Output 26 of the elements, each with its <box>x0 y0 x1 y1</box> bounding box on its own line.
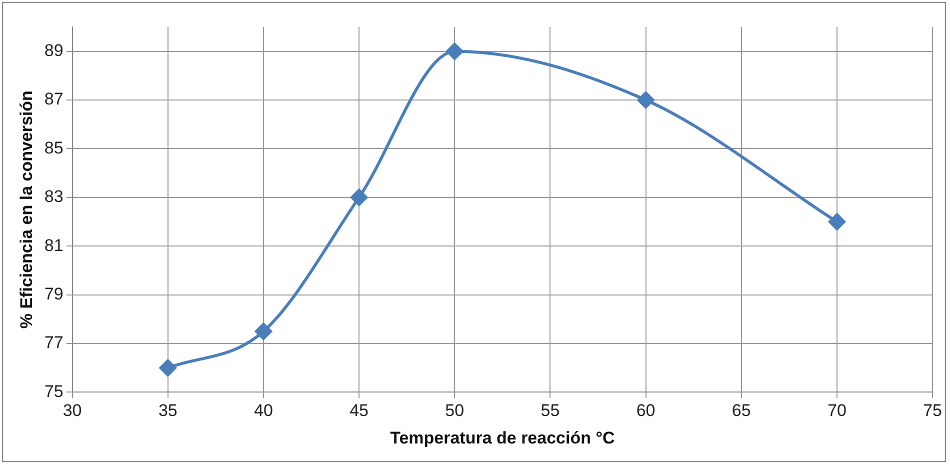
x-tick-label: 50 <box>445 401 464 420</box>
x-tick-label: 55 <box>540 401 560 420</box>
x-axis-title: Temperatura de reacción °C <box>390 428 615 448</box>
point <box>446 42 464 60</box>
y-tick-label: 87 <box>44 90 64 109</box>
point <box>254 322 272 340</box>
x-tick-label: 60 <box>636 401 656 420</box>
x-tick-label: 45 <box>350 401 369 420</box>
y-tick-label: 81 <box>44 236 64 255</box>
x-tick-label: 40 <box>254 401 273 420</box>
point <box>159 359 176 376</box>
y-tick-label: 89 <box>44 41 64 60</box>
y-tick-label: 83 <box>44 187 64 206</box>
y-tick-label: 79 <box>44 284 64 304</box>
x-tick-label: 30 <box>62 401 82 420</box>
x-tick-label: 65 <box>732 401 751 420</box>
y-axis-title: % Eficiencia en la conversión <box>16 90 36 329</box>
x-tick-label: 35 <box>158 401 178 420</box>
y-tick-label: 75 <box>44 382 64 401</box>
point <box>637 92 654 109</box>
y-tick-label: 77 <box>44 333 64 352</box>
y-tick-label: 85 <box>44 138 64 158</box>
point <box>828 213 846 230</box>
point <box>350 188 368 206</box>
x-tick-label: 75 <box>923 401 942 420</box>
x-tick-label: 70 <box>828 401 846 420</box>
